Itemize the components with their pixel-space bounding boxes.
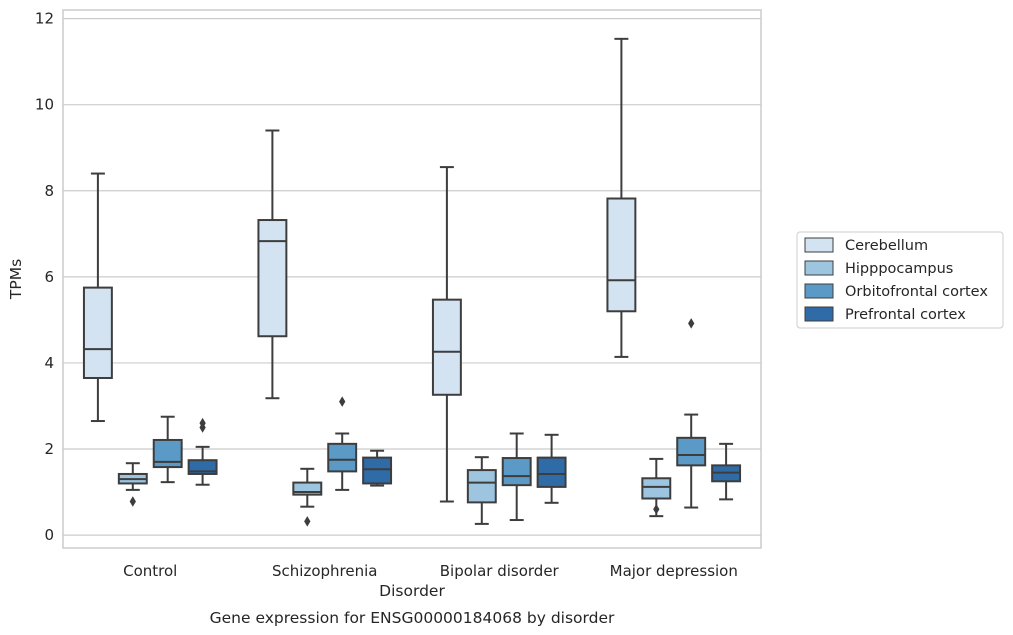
box-orbitofrontal-cortex (152, 415, 183, 484)
chart-caption: Gene expression for ENSG00000184068 by d… (210, 609, 615, 627)
box-hipppocampus (117, 462, 148, 507)
box-groups (82, 37, 742, 527)
box-iqr (606, 197, 637, 313)
box-iqr (641, 477, 672, 500)
box-cerebellum (257, 129, 288, 400)
outlier-point (129, 496, 136, 507)
legend-label: Hipppocampus (845, 261, 953, 277)
y-tick-label: 8 (44, 182, 54, 200)
y-tick-label: 6 (44, 268, 54, 286)
legend-swatch (804, 237, 834, 253)
legend-label: Cerebellum (845, 238, 928, 254)
box-hipppocampus (641, 457, 672, 518)
x-tick-label: Major depression (610, 562, 738, 580)
box-hipppocampus (292, 467, 323, 527)
plot-frame (62, 9, 762, 549)
x-tick-labels: Control Schizophrenia Bipolar disorder Majo… (123, 562, 738, 580)
box-prefrontal-cortex (711, 442, 742, 501)
box-orbitofrontal-cortex (501, 432, 532, 522)
outlier-point (304, 516, 311, 527)
y-tick-label: 0 (44, 526, 54, 544)
box-cerebellum (606, 37, 637, 358)
box-iqr (466, 469, 497, 504)
legend-swatch (804, 306, 834, 322)
outlier-point (199, 417, 206, 429)
legend-label: Orbitofrontal cortex (845, 284, 988, 300)
y-tick-label: 10 (35, 96, 54, 114)
legend: Cerebellum Hipppocampus Orbitofrontal cort… (796, 231, 1004, 329)
box-iqr (431, 298, 462, 396)
x-tick-label: Bipolar disorder (440, 562, 560, 580)
legend-frame (796, 231, 1004, 329)
box-orbitofrontal-cortex (327, 396, 358, 491)
legend-label: Prefrontal cortex (845, 307, 966, 323)
y-tick-labels: 0 2 4 6 8 10 12 (35, 10, 54, 544)
box-prefrontal-cortex (187, 417, 218, 486)
x-tick-label: Control (123, 562, 177, 580)
y-tick-label: 2 (44, 440, 54, 458)
box-cerebellum (431, 166, 462, 503)
box-iqr (152, 438, 183, 469)
box-iqr (676, 436, 707, 467)
box-iqr (501, 457, 532, 487)
box-hipppocampus (466, 456, 497, 525)
box-orbitofrontal-cortex (676, 318, 707, 509)
box-prefrontal-cortex (362, 449, 393, 487)
y-tick-label: 12 (35, 10, 54, 28)
box-iqr (82, 286, 113, 379)
outlier-point (653, 504, 660, 515)
legend-swatch (804, 260, 834, 276)
legend-swatch (804, 283, 834, 299)
box-iqr (257, 219, 288, 338)
box-iqr (327, 442, 358, 473)
x-axis-label: Disorder (379, 582, 445, 600)
outlier-point (339, 396, 346, 407)
outlier-point (688, 318, 695, 329)
box-cerebellum (82, 172, 113, 423)
box-iqr (536, 456, 567, 488)
y-tick-label: 4 (44, 354, 54, 372)
x-tick-label: Schizophrenia (272, 562, 377, 580)
y-axis-label: TPMs (7, 259, 25, 300)
box-iqr (362, 456, 393, 485)
box-prefrontal-cortex (536, 433, 567, 504)
